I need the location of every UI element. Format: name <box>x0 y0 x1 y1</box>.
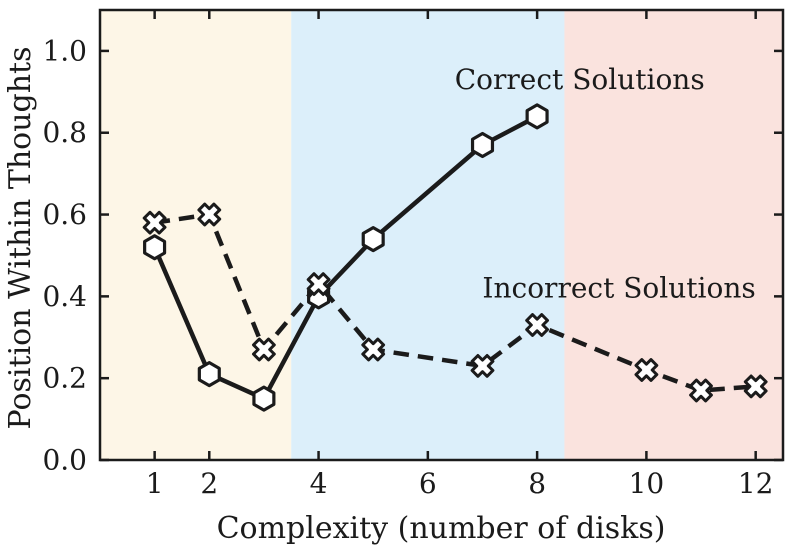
x-marker-incorrect-solutions <box>252 337 276 362</box>
x-marker-incorrect-solutions <box>142 210 167 235</box>
x-tick-label: 6 <box>419 467 437 500</box>
hexagon-marker-correct-solutions <box>197 361 221 388</box>
x-tick-label: 10 <box>629 467 665 500</box>
hexagon-marker-correct-solutions <box>143 234 167 261</box>
hexagon-marker-correct-solutions <box>252 385 276 412</box>
x-marker-incorrect-solutions <box>197 202 222 227</box>
x-tick-label: 1 <box>146 467 164 500</box>
background-bands <box>100 10 783 460</box>
x-tick-label: 4 <box>310 467 328 500</box>
annotation-correct-solutions: Correct Solutions <box>455 63 705 96</box>
band-low-complexity-band <box>100 10 292 460</box>
annotation-incorrect-solutions: Incorrect Solutions <box>482 272 755 305</box>
x-marker-incorrect-solutions <box>634 358 659 382</box>
hexagon-marker-correct-solutions <box>525 103 549 130</box>
y-axis-label: Position Within Thoughts <box>3 46 38 429</box>
x-marker-incorrect-solutions <box>743 374 768 399</box>
series-line-incorrect-solutions <box>154 212 756 393</box>
x-marker-incorrect-solutions <box>361 337 386 362</box>
hexagon-marker-correct-solutions <box>470 131 495 159</box>
y-tick-label: 0.8 <box>42 116 87 149</box>
ticks-layer <box>100 10 783 462</box>
plot-border <box>98 8 785 462</box>
annotations-layer: Correct Solutions Incorrect Solutions <box>455 63 756 305</box>
hexagon-marker-correct-solutions <box>361 226 385 253</box>
x-marker-incorrect-solutions <box>689 378 713 403</box>
y-tick-label: 0.6 <box>42 198 87 231</box>
x-tick-label: 8 <box>528 467 546 500</box>
y-tick-label: 0.2 <box>42 362 87 395</box>
x-axis-label: Complexity (number of disks) <box>217 511 666 546</box>
x-marker-incorrect-solutions <box>525 313 549 337</box>
x-tick-label: 2 <box>200 467 218 500</box>
x-tick-label: 12 <box>738 467 774 500</box>
y-tick-label: 1.0 <box>42 34 87 67</box>
tick-labels-layer: 1 2 4 6 8 10 120.00.20.40.60.81.0 <box>42 34 773 500</box>
x-marker-incorrect-solutions <box>470 354 495 378</box>
y-tick-label: 0.4 <box>42 280 87 313</box>
band-medium-complexity-band <box>291 10 565 460</box>
series-layer <box>142 103 768 412</box>
x-marker-incorrect-solutions <box>306 272 331 296</box>
y-tick-label: 0.0 <box>42 444 87 477</box>
